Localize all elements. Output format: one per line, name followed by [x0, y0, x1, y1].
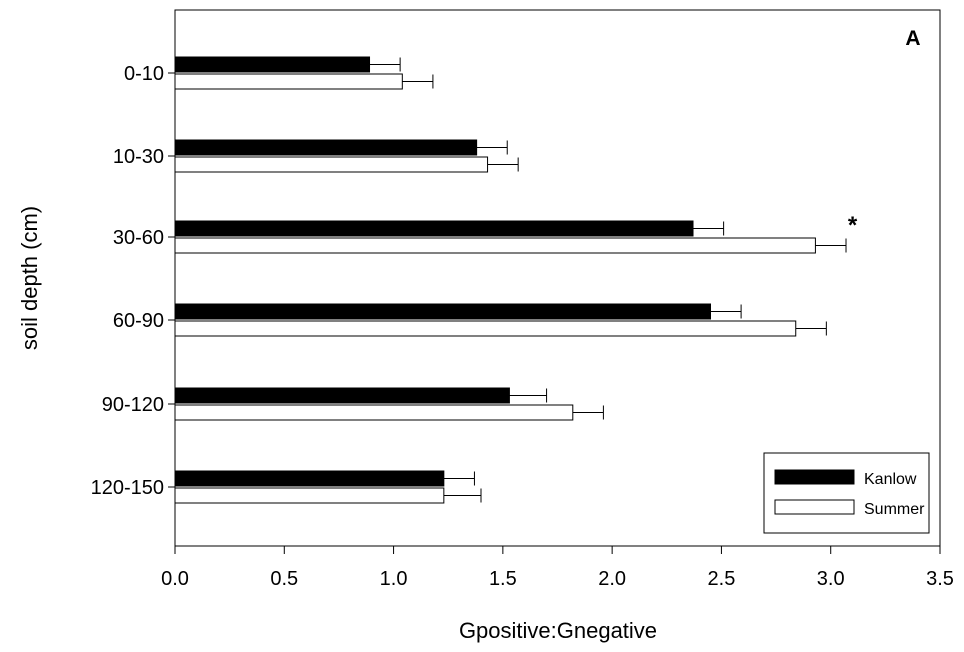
y-tick-label-60-90: 60-90	[113, 310, 164, 332]
y-tick-label-90-120: 90-120	[102, 394, 164, 416]
x-tick-label-0.5: 0.5	[270, 568, 298, 590]
bar-summer-10-30	[174, 156, 489, 173]
y-tick-label-120-150: 120-150	[91, 477, 164, 499]
plot-frame	[174, 9, 941, 547]
x-tick-label-1.5: 1.5	[489, 568, 517, 590]
legend-label-summer: Summer	[864, 501, 925, 518]
bars-layer	[174, 56, 847, 504]
y-axis: 0-10 10-30 30-60 60-90 90-120 120-150	[91, 63, 175, 499]
x-tick-label-3.5: 3.5	[926, 568, 954, 590]
y-axis-label: soil depth (cm)	[17, 206, 42, 350]
x-tick-label-2.0: 2.0	[598, 568, 626, 590]
bar-summer-120-150	[174, 487, 445, 504]
bar-kanlow-10-30	[174, 139, 478, 156]
x-axis: 0.0 0.5 1.0 1.5 2.0 2.5 3.0 3.5	[161, 546, 954, 590]
bar-summer-0-10	[174, 73, 403, 90]
bar-kanlow-90-120	[174, 387, 510, 404]
bar-kanlow-30-60	[174, 220, 694, 237]
legend-label-kanlow: Kanlow	[864, 471, 917, 488]
bar-summer-30-60	[174, 237, 816, 254]
bar-kanlow-0-10	[174, 56, 371, 73]
bar-summer-60-90	[174, 320, 797, 337]
x-axis-label: Gpositive:Gnegative	[459, 618, 657, 643]
legend-box	[763, 452, 930, 534]
y-tick-label-10-30: 10-30	[113, 146, 164, 168]
x-tick-label-0.0: 0.0	[161, 568, 189, 590]
y-tick-label-30-60: 30-60	[113, 227, 164, 249]
legend-swatch-kanlow	[774, 469, 855, 485]
bar-kanlow-60-90	[174, 303, 711, 320]
bar-summer-90-120	[174, 404, 574, 421]
legend: Kanlow Summer	[763, 452, 930, 534]
bar-kanlow-120-150	[174, 470, 445, 487]
x-tick-label-1.0: 1.0	[380, 568, 408, 590]
y-tick-label-0-10: 0-10	[124, 63, 164, 85]
legend-swatch-summer	[774, 499, 855, 515]
x-tick-label-2.5: 2.5	[708, 568, 736, 590]
x-tick-label-3.0: 3.0	[817, 568, 845, 590]
significance-marker: *	[848, 212, 858, 239]
panel-label: A	[905, 27, 920, 50]
